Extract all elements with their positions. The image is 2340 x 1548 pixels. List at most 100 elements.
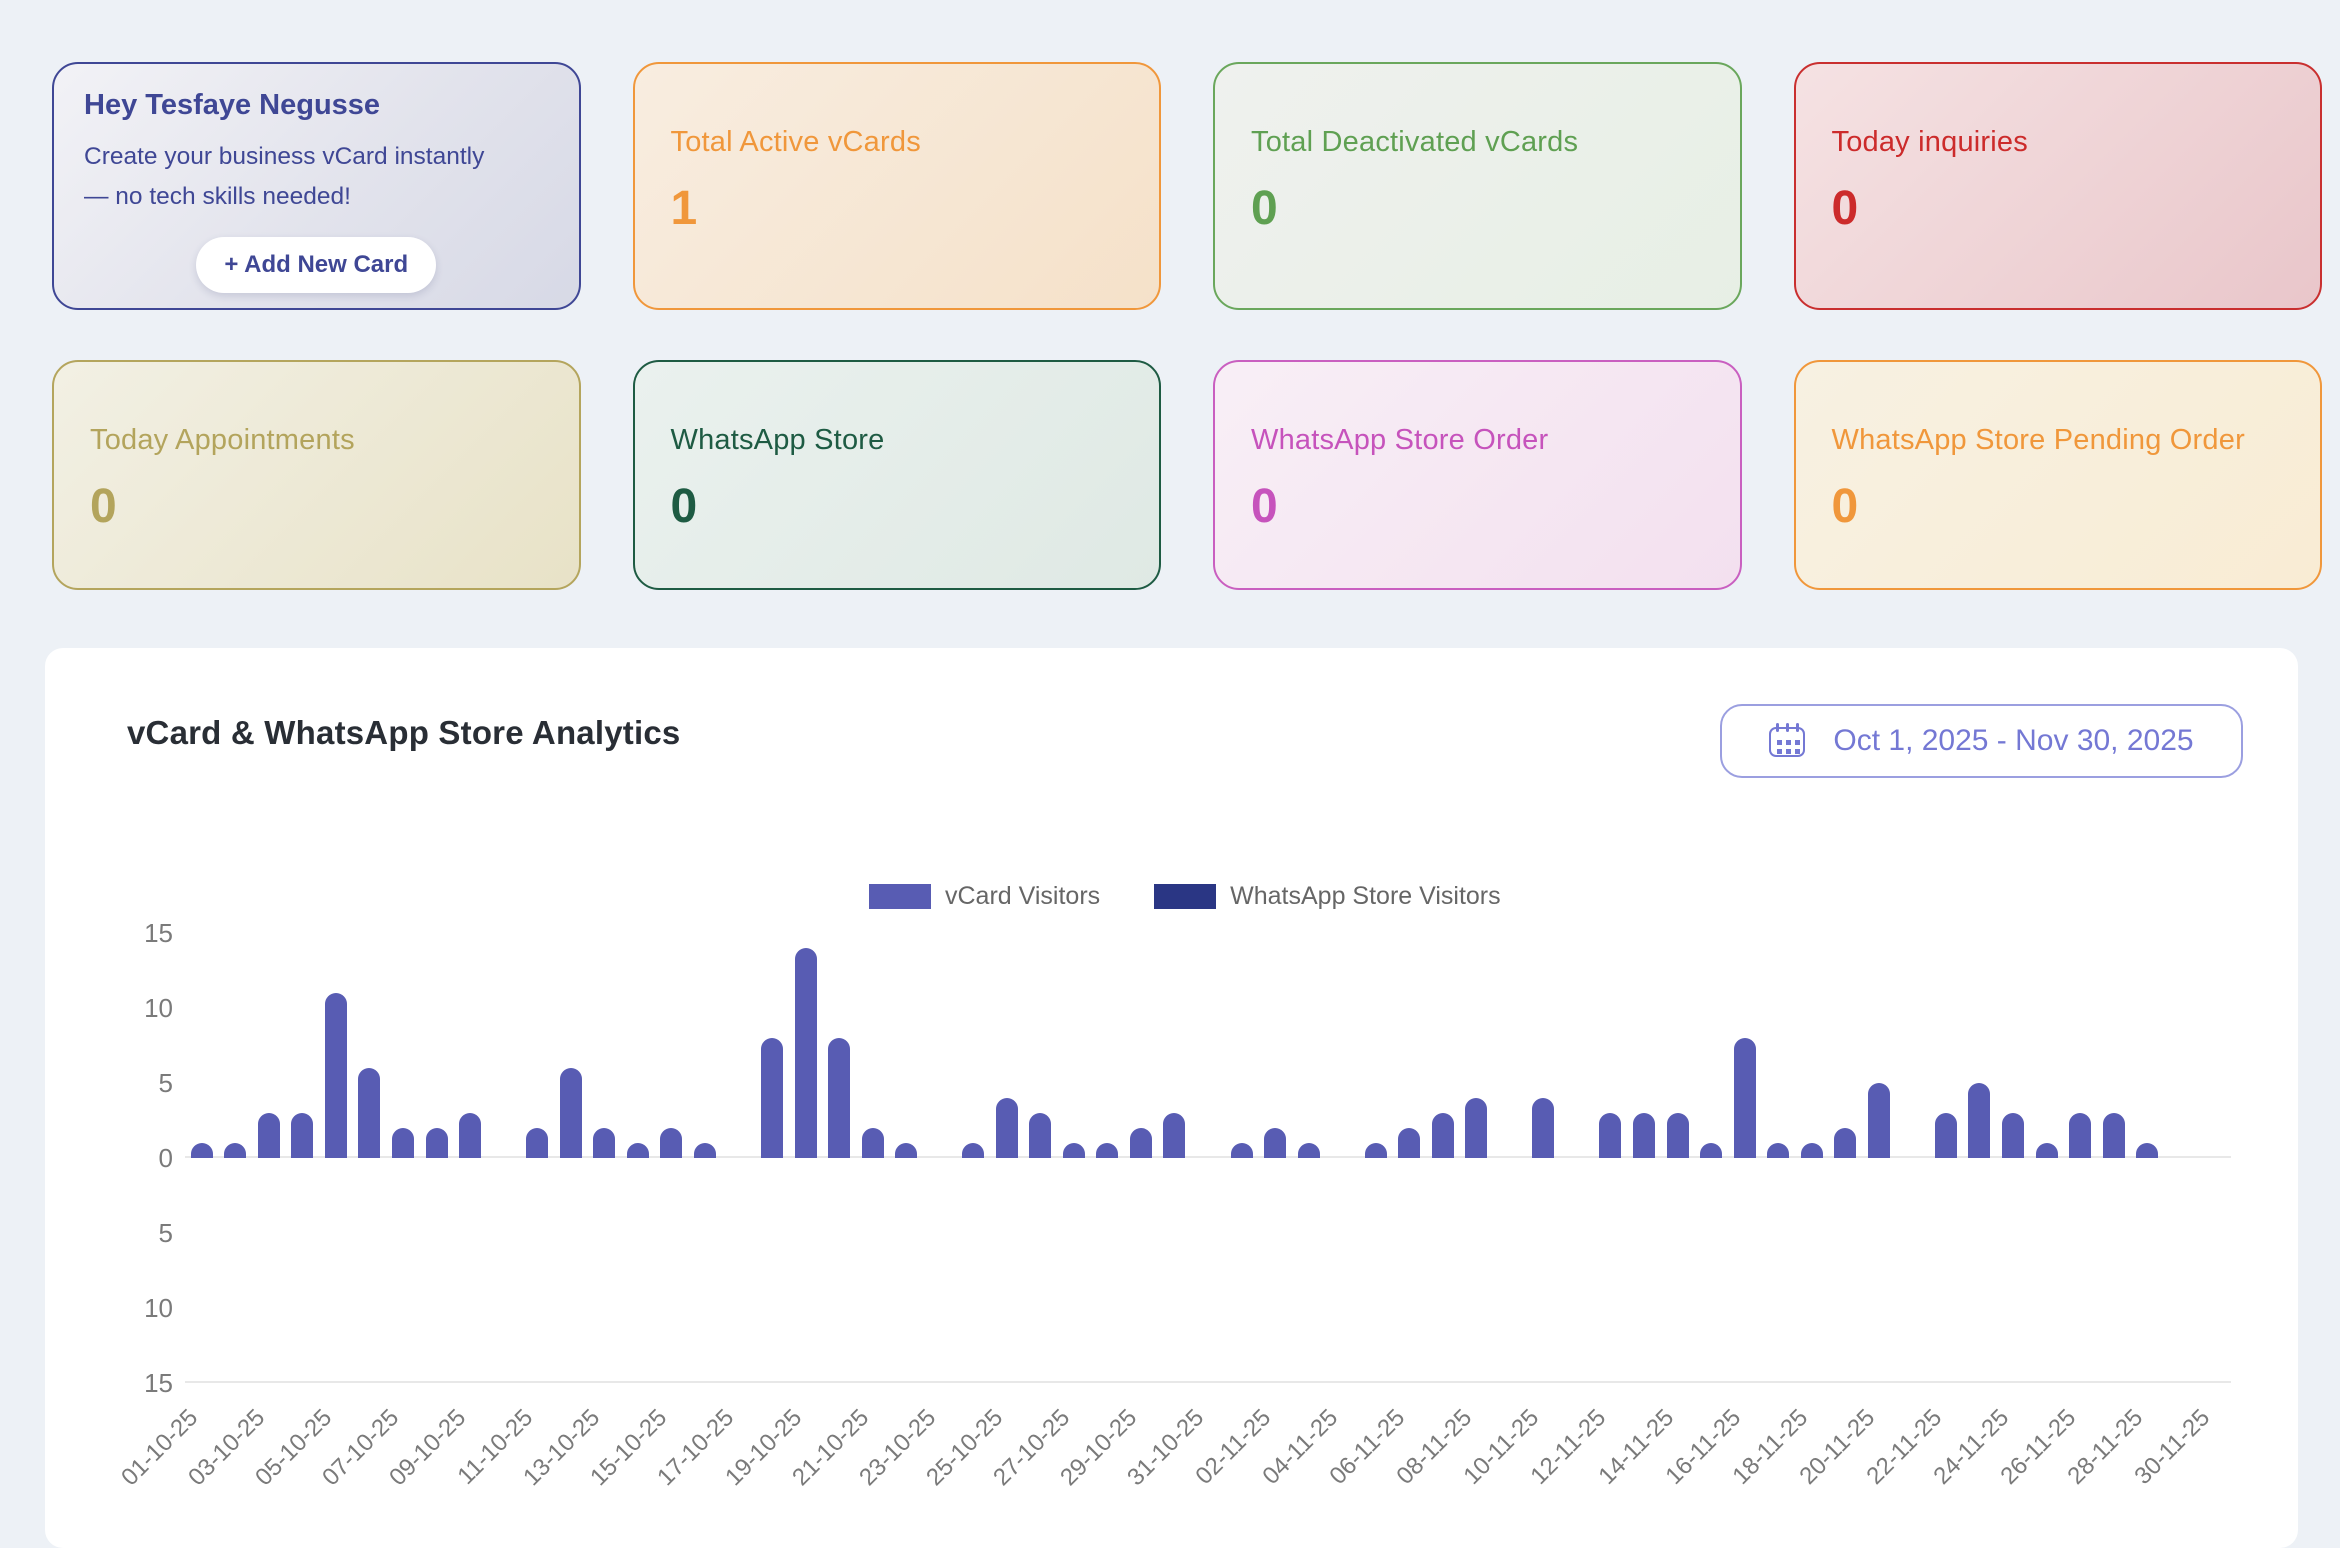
y-tick-label: 5 xyxy=(158,1218,173,1248)
date-range-picker[interactable]: Oct 1, 2025 - Nov 30, 2025 xyxy=(1720,704,2243,778)
bar-vcard-visitors xyxy=(1096,1143,1119,1158)
bar-vcard-visitors xyxy=(526,1128,549,1158)
bar-vcard-visitors xyxy=(760,1038,783,1158)
bar-vcard-visitors xyxy=(1633,1113,1656,1158)
bar-vcard-visitors xyxy=(1465,1098,1488,1158)
greeting-title: Hey Tesfaye Negusse xyxy=(84,89,381,121)
bar-vcard-visitors xyxy=(2102,1113,2125,1158)
calendar-icon xyxy=(1769,723,1809,759)
bottom-gridline xyxy=(185,1381,2231,1383)
bar-vcard-visitors xyxy=(291,1113,314,1158)
stat-card-today-inquiries: Today inquiries 0 xyxy=(1793,62,2322,310)
analytics-title: vCard & WhatsApp Store Analytics xyxy=(127,714,681,751)
bar-vcard-visitors xyxy=(626,1143,649,1158)
bar-vcard-visitors xyxy=(828,1038,851,1158)
y-tick-label: 15 xyxy=(144,1368,173,1398)
stat-card-whatsapp-store-pending-order: WhatsApp Store Pending Order 0 xyxy=(1793,360,2322,590)
bar-vcard-visitors xyxy=(1599,1113,1622,1158)
bar-vcard-visitors xyxy=(1364,1143,1387,1158)
legend-swatch-vcard xyxy=(869,884,931,909)
y-tick-label: 5 xyxy=(158,1068,173,1098)
bar-vcard-visitors xyxy=(559,1068,582,1158)
stat-value: 0 xyxy=(1831,480,1859,533)
bar-vcard-visitors xyxy=(2069,1113,2092,1158)
legend-label: WhatsApp Store Visitors xyxy=(1230,882,1501,910)
legend-item-vcard-visitors[interactable]: vCard Visitors xyxy=(869,882,1100,911)
bar-vcard-visitors xyxy=(1834,1128,1857,1158)
bar-vcard-visitors xyxy=(1297,1143,1320,1158)
stat-label: Total Deactivated vCards xyxy=(1251,126,1579,158)
legend-label: vCard Visitors xyxy=(945,882,1101,910)
stat-value: 0 xyxy=(90,480,117,533)
stat-value: 0 xyxy=(1251,480,1278,533)
bar-vcard-visitors xyxy=(1398,1128,1421,1158)
bar-vcard-visitors xyxy=(962,1143,985,1158)
stat-value: 0 xyxy=(1831,182,1859,235)
bar-vcard-visitors xyxy=(794,948,817,1158)
bar-vcard-visitors xyxy=(1800,1143,1823,1158)
stat-value: 0 xyxy=(1251,182,1278,235)
bar-vcard-visitors xyxy=(1163,1113,1186,1158)
bar-vcard-visitors xyxy=(358,1068,381,1158)
analytics-panel: vCard & WhatsApp Store Analytics Oct 1, … xyxy=(45,648,2298,1548)
bar-vcard-visitors xyxy=(593,1128,616,1158)
bar-vcard-visitors xyxy=(459,1113,482,1158)
bar-vcard-visitors xyxy=(1264,1128,1287,1158)
bar-vcard-visitors xyxy=(995,1098,1018,1158)
add-new-card-button[interactable]: + Add New Card xyxy=(196,237,437,294)
stat-label: Today inquiries xyxy=(1831,126,2028,158)
greeting-card: Hey Tesfaye Negusse Create your business… xyxy=(52,62,581,310)
bar-vcard-visitors xyxy=(660,1128,683,1158)
bar-vcard-visitors xyxy=(1733,1038,1756,1158)
bar-vcard-visitors xyxy=(1666,1113,1689,1158)
bar-vcard-visitors xyxy=(861,1128,884,1158)
bar-vcard-visitors xyxy=(2136,1143,2159,1158)
chart-legend: vCard Visitors WhatsApp Store Visitors xyxy=(869,882,1501,911)
date-range-label: Oct 1, 2025 - Nov 30, 2025 xyxy=(1833,724,2194,757)
y-tick-label: 10 xyxy=(144,1293,173,1323)
stat-card-whatsapp-store: WhatsApp Store 0 xyxy=(632,360,1161,590)
stat-label: WhatsApp Store xyxy=(670,424,885,456)
stat-label: Total Active vCards xyxy=(670,126,921,158)
bar-vcard-visitors xyxy=(2001,1113,2024,1158)
bar-vcard-visitors xyxy=(895,1143,918,1158)
stat-label: WhatsApp Store Order xyxy=(1251,424,1549,456)
legend-item-whatsapp-store-visitors[interactable]: WhatsApp Store Visitors xyxy=(1154,882,1501,911)
bar-vcard-visitors xyxy=(1767,1143,1790,1158)
bar-vcard-visitors xyxy=(257,1113,280,1158)
bar-vcard-visitors xyxy=(693,1143,716,1158)
y-tick-label: 15 xyxy=(144,918,173,948)
bar-vcard-visitors xyxy=(392,1128,415,1158)
bar-vcard-visitors xyxy=(2035,1143,2058,1158)
bar-vcard-visitors xyxy=(1230,1143,1253,1158)
bar-vcard-visitors xyxy=(1029,1113,1052,1158)
legend-swatch-whatsapp xyxy=(1154,884,1217,909)
stat-card-total-active-vcards: Total Active vCards 1 xyxy=(632,62,1161,310)
bar-vcard-visitors xyxy=(1934,1113,1957,1158)
bar-vcard-visitors xyxy=(425,1128,448,1158)
greeting-text: Create your business vCard instantly — n… xyxy=(84,137,549,217)
bar-vcard-visitors xyxy=(1062,1143,1085,1158)
stats-grid: Hey Tesfaye Negusse Create your business… xyxy=(52,62,2322,590)
greeting-line-2: — no tech skills needed! xyxy=(84,183,351,211)
y-tick-label: 10 xyxy=(144,993,173,1023)
stat-label: Today Appointments xyxy=(90,424,355,456)
bar-vcard-visitors xyxy=(1129,1128,1152,1158)
bar-vcard-visitors xyxy=(190,1143,213,1158)
bar-vcard-visitors xyxy=(1431,1113,1454,1158)
bar-vcard-visitors xyxy=(1867,1083,1890,1158)
bar-chart: 15 10 5 0 5 10 15 01-10-25 03-10-25 05-10-25 07-10… xyxy=(45,648,2298,1548)
bar-vcard-visitors xyxy=(1968,1083,1991,1158)
stat-label: WhatsApp Store Pending Order xyxy=(1831,424,2245,456)
bar-vcard-visitors xyxy=(1700,1143,1723,1158)
zero-gridline xyxy=(185,1156,2231,1158)
bar-vcard-visitors xyxy=(324,993,347,1158)
stat-card-whatsapp-store-order: WhatsApp Store Order 0 xyxy=(1213,360,1742,590)
bar-vcard-visitors xyxy=(1532,1098,1555,1158)
stat-value: 1 xyxy=(670,182,698,235)
stat-value: 0 xyxy=(670,480,698,533)
greeting-line-1: Create your business vCard instantly xyxy=(84,143,485,170)
bar-vcard-visitors xyxy=(224,1143,247,1158)
stat-card-today-appointments: Today Appointments 0 xyxy=(52,360,581,590)
y-tick-label: 0 xyxy=(158,1143,173,1173)
